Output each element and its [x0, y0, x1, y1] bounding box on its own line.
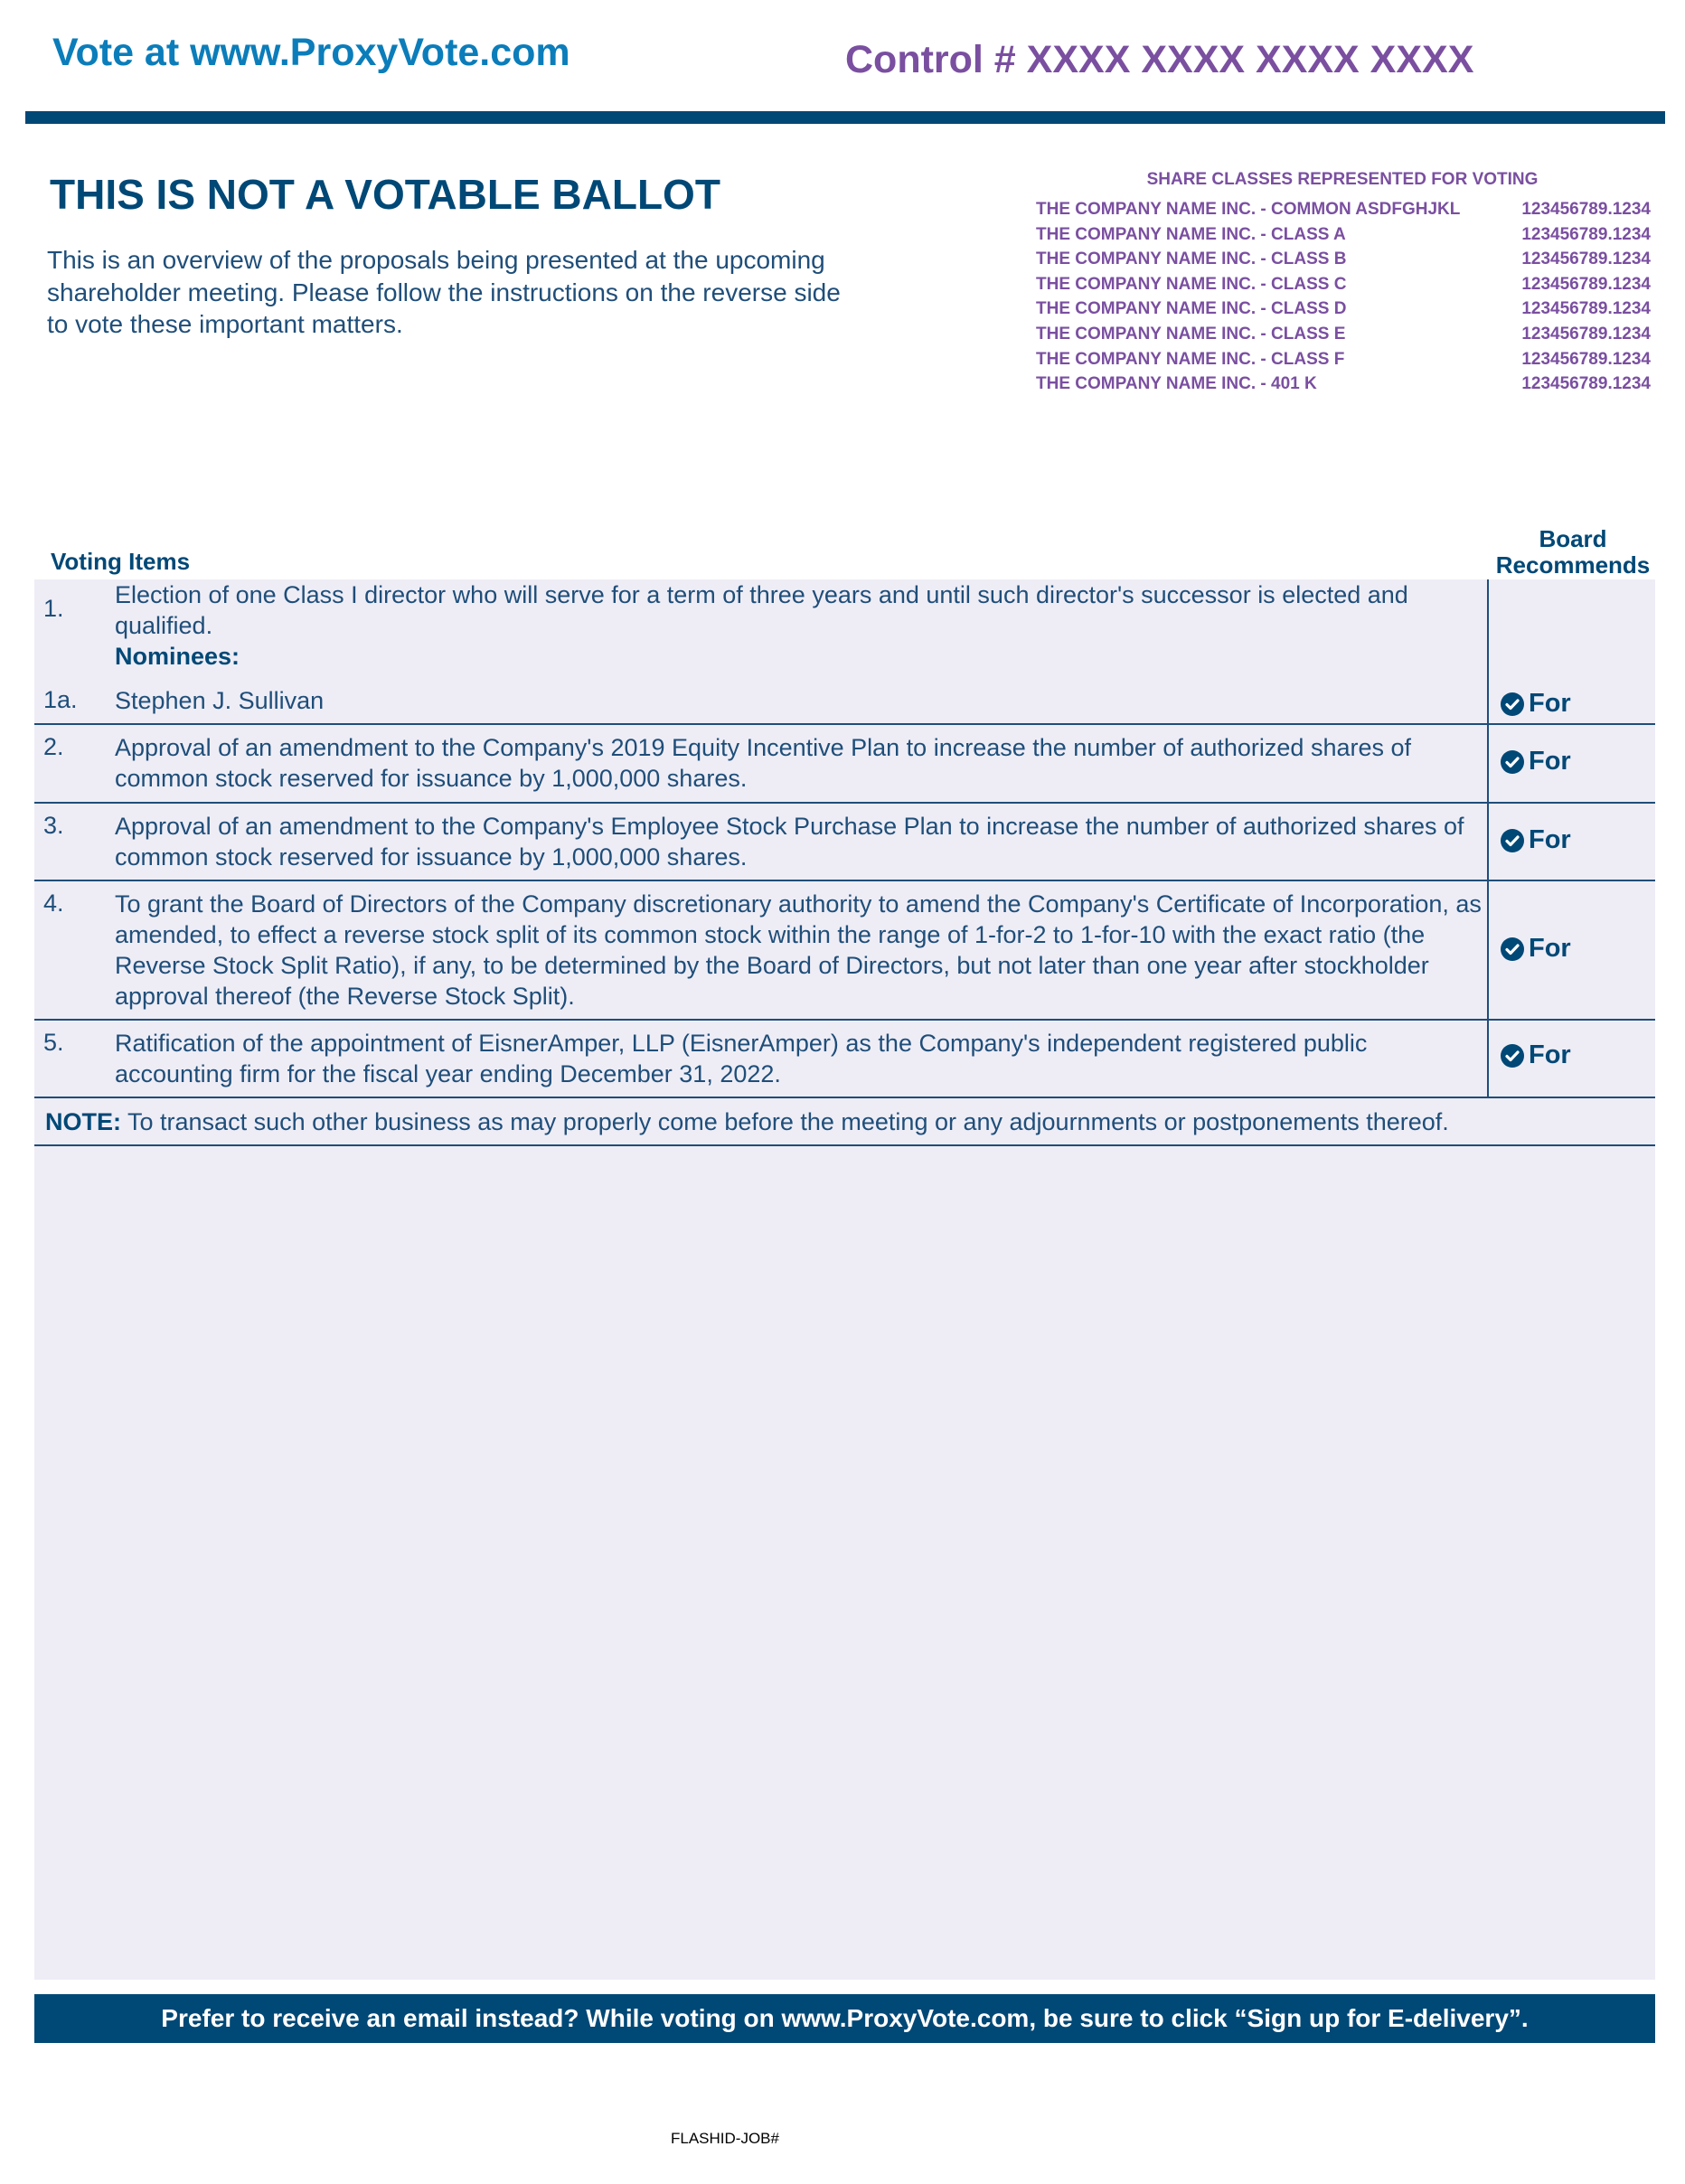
share-class-value: 123456789.1234 [1521, 274, 1651, 294]
share-class-value: 123456789.1234 [1521, 249, 1651, 269]
recommendation: For [1500, 934, 1571, 964]
board-label: Board [1539, 525, 1607, 552]
share-class-row: THE COMPANY NAME INC. - CLASS C 123456789… [1031, 272, 1663, 297]
share-class-value: 123456789.1234 [1521, 374, 1651, 394]
recommendation-label: For [1529, 747, 1571, 776]
item-number: 2. [43, 733, 64, 760]
recommendation: For [1500, 1040, 1571, 1070]
voting-item-3: 3. Approval of an amendment to the Compa… [34, 804, 1655, 881]
item-number: 5. [43, 1029, 64, 1056]
item-number: 4. [43, 890, 64, 917]
recommendation-label: For [1529, 689, 1571, 718]
voting-item-5: 5. Ratification of the appointment of Ei… [34, 1021, 1655, 1098]
share-class-name: THE COMPANY NAME INC. - CLASS C [1036, 274, 1347, 294]
voting-item-4: 4. To grant the Board of Directors of th… [34, 881, 1655, 1021]
note-label: NOTE: [45, 1108, 121, 1135]
share-class-name: THE COMPANY NAME INC. - COMMON ASDFGHJKL [1036, 200, 1461, 219]
page-title: THIS IS NOT A VOTABLE BALLOT [50, 171, 720, 218]
header-divider-bar [25, 111, 1665, 124]
voting-item-1: 1. Election of one Class I director who … [34, 579, 1655, 725]
recommends-label: Recommends [1495, 551, 1651, 579]
item-text: To grant the Board of Directors of the C… [115, 890, 1482, 1010]
share-class-name: THE COMPANY NAME INC. - CLASS D [1036, 299, 1347, 319]
item-text: Approval of an amendment to the Company'… [115, 813, 1464, 871]
intro-text: This is an overview of the proposals bei… [47, 246, 841, 338]
check-circle-icon [1501, 828, 1524, 852]
recommendation-cell: For [1487, 804, 1657, 880]
vote-at-link[interactable]: Vote at www.ProxyVote.com [52, 31, 570, 74]
recommendation: For [1500, 689, 1571, 719]
share-class-value: 123456789.1234 [1521, 224, 1651, 244]
share-class-value: 123456789.1234 [1521, 324, 1651, 344]
note: NOTE: To transact such other business as… [34, 1098, 1655, 1146]
share-class-row: THE COMPANY NAME INC. - CLASS D 123456789… [1031, 297, 1663, 322]
recommendation-cell: For [1487, 579, 1657, 723]
item-number: 3. [43, 812, 64, 839]
item-text: Election of one Class I director who wil… [115, 581, 1408, 639]
share-class-row: THE COMPANY NAME INC. - CLASS F 123456789… [1031, 347, 1663, 372]
control-number: Control # XXXX XXXX XXXX XXXX [845, 38, 1474, 81]
note-text: To transact such other business as may p… [121, 1108, 1449, 1135]
e-delivery-banner: Prefer to receive an email instead? Whil… [34, 1994, 1655, 2043]
share-class-row: THE COMPANY NAME INC. - COMMON ASDFGHJKL… [1031, 197, 1663, 222]
flash-id: FLASHID-JOB# [671, 2130, 779, 2147]
nominees-label: Nominees: [115, 643, 240, 670]
share-class-value: 123456789.1234 [1521, 299, 1651, 319]
board-recommends-label: Board Recommends [1483, 526, 1663, 579]
share-class-row: THE COMPANY NAME INC. - CLASS E 123456789… [1031, 322, 1663, 347]
recommendation: For [1500, 747, 1571, 777]
check-circle-icon [1501, 1043, 1524, 1068]
share-classes-heading: SHARE CLASSES REPRESENTED FOR VOTING [1146, 170, 1539, 189]
voting-item-2: 2. Approval of an amendment to the Compa… [34, 725, 1655, 804]
recommendation-cell: For [1487, 725, 1657, 802]
share-class-value: 123456789.1234 [1521, 349, 1651, 369]
check-circle-icon [1501, 937, 1524, 961]
share-class-row: THE COMPANY NAME INC. - CLASS B 123456789… [1031, 247, 1663, 272]
recommendation-label: For [1529, 934, 1571, 963]
recommendation-cell: For [1487, 1021, 1657, 1097]
check-circle-icon [1501, 692, 1524, 716]
item-number: 1a. [43, 686, 78, 713]
item-text: Approval of an amendment to the Company'… [115, 734, 1412, 792]
check-circle-icon [1501, 749, 1524, 774]
share-class-name: THE COMPANY NAME INC. - CLASS B [1036, 249, 1347, 269]
share-class-name: THE COMPANY NAME INC. - CLASS E [1036, 324, 1346, 344]
nominee-name: Stephen J. Sullivan [115, 687, 325, 714]
item-text: Ratification of the appointment of Eisne… [115, 1030, 1368, 1087]
recommendation-cell: For [1487, 881, 1657, 1019]
voting-panel [34, 579, 1655, 1980]
voting-items-label: Voting Items [51, 548, 191, 575]
share-class-row: THE COMPANY NAME INC. - 401 K 123456789.1… [1031, 372, 1663, 397]
share-class-row: THE COMPANY NAME INC. - CLASS A 123456789… [1031, 222, 1663, 248]
share-class-value: 123456789.1234 [1521, 200, 1651, 219]
recommendation-label: For [1529, 1040, 1571, 1069]
recommendation-label: For [1529, 825, 1571, 854]
share-class-name: THE COMPANY NAME INC. - 401 K [1036, 374, 1317, 394]
share-class-name: THE COMPANY NAME INC. - CLASS A [1036, 224, 1346, 244]
share-classes-table: SHARE CLASSES REPRESENTED FOR VOTING THE… [1031, 170, 1663, 397]
share-class-name: THE COMPANY NAME INC. - CLASS F [1036, 349, 1345, 369]
recommendation: For [1500, 825, 1571, 855]
item-number: 1. [43, 595, 64, 622]
